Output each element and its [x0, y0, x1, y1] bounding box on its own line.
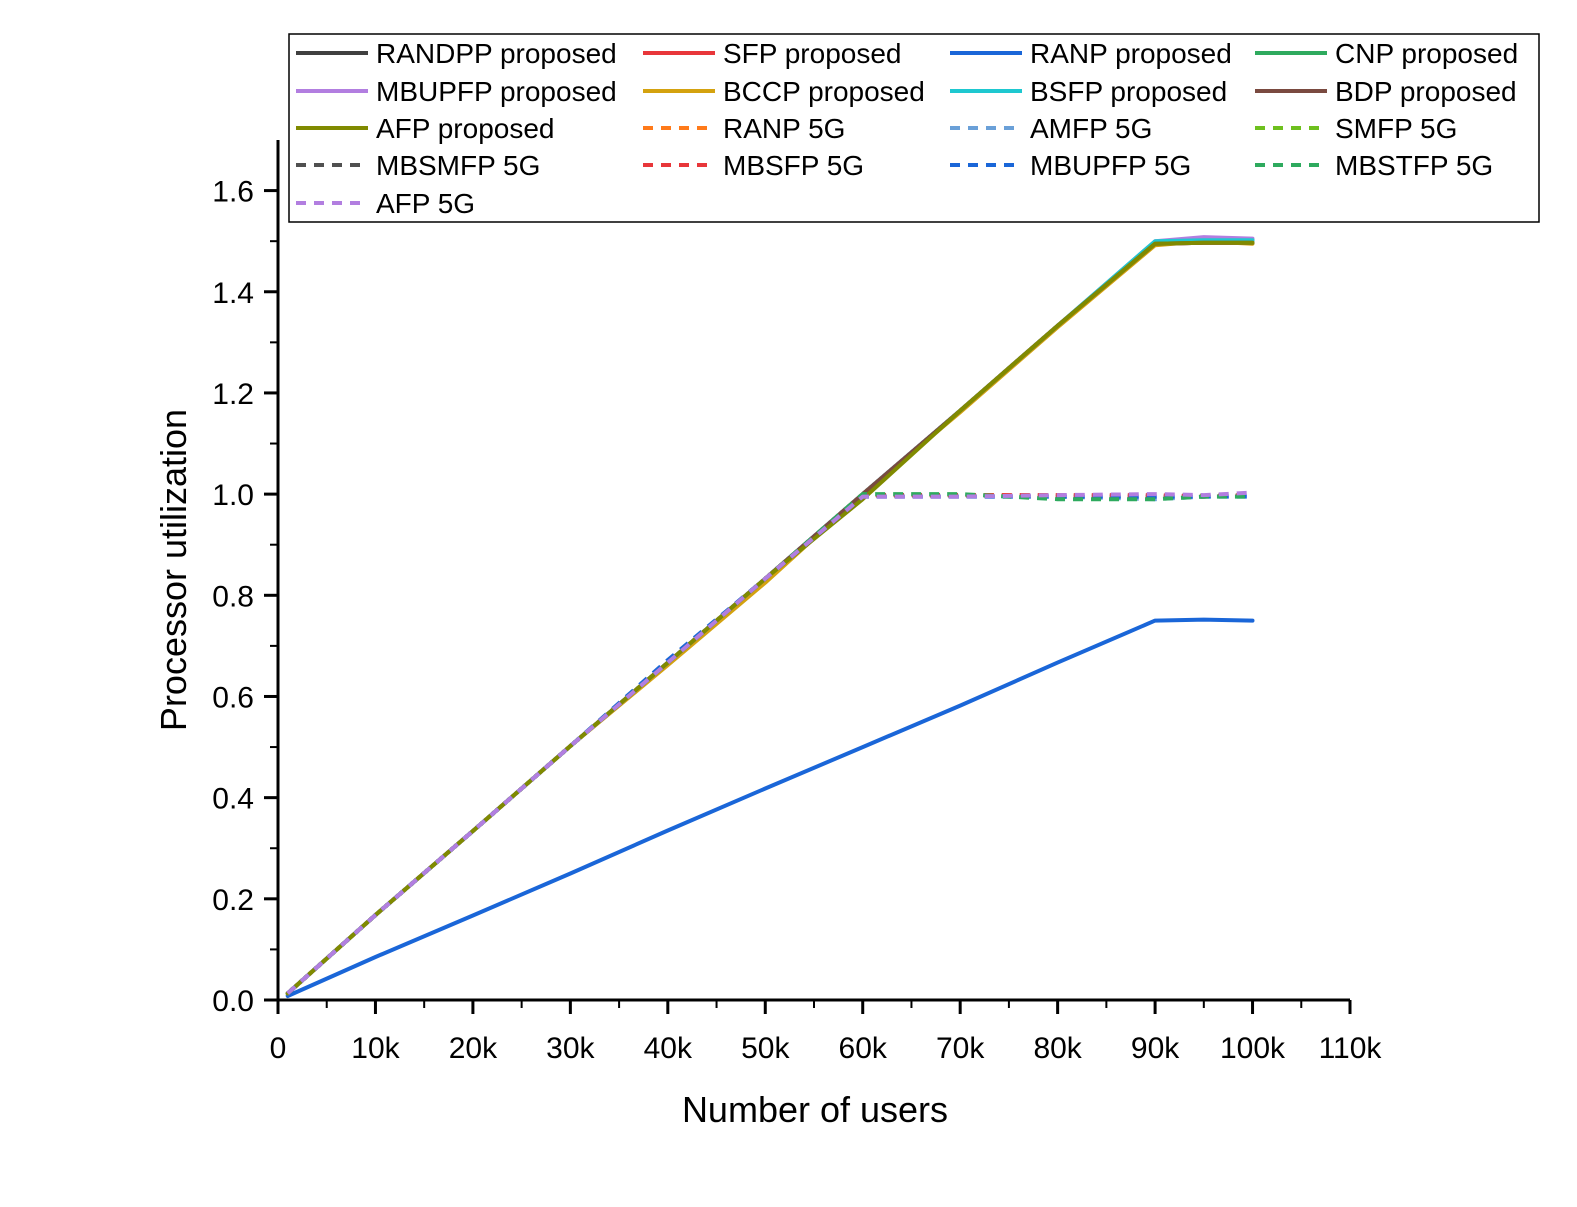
legend-label: AFP proposed: [376, 113, 555, 144]
y-tick-label: 1.6: [212, 176, 254, 209]
x-axis-title: Number of users: [682, 1089, 948, 1130]
legend-label: RANP 5G: [723, 113, 845, 144]
series-line-randpp-proposed: [285, 240, 1255, 996]
series-line-cnp-proposed: [285, 237, 1255, 996]
x-tick-label: 90k: [1131, 1032, 1180, 1065]
y-tick-label: 0.8: [212, 580, 254, 613]
series-line-mbsmfp-5g: [286, 493, 1253, 995]
y-axis-ticks: 0.0 0.2 0.4 0.6 0.8 1.0 1.2 1.4 1.6: [212, 176, 278, 1018]
y-tick-label: 0.4: [212, 783, 254, 816]
legend-label: MBSFP 5G: [723, 150, 864, 181]
legend-label: RANP proposed: [1030, 38, 1232, 69]
series-line-ranp-5g: [286, 493, 1253, 995]
legend-label: SFP proposed: [723, 38, 902, 69]
series-line-mbsfp-5g: [286, 493, 1253, 995]
plot-lines: [285, 235, 1255, 998]
series-line-bsfp-proposed: [285, 238, 1255, 996]
y-axis-title: Processor utilization: [153, 409, 194, 731]
series-line-ranp-proposed: [285, 617, 1255, 998]
y-tick-label: 1.0: [212, 479, 254, 512]
x-tick-label: 50k: [741, 1032, 790, 1065]
legend-box: [288, 33, 1540, 223]
legend-label: CNP proposed: [1335, 38, 1518, 69]
legend-label: BCCP proposed: [723, 76, 925, 107]
y-tick-label: 0.6: [212, 681, 254, 714]
series-line-mbupfp-5g: [286, 494, 1253, 995]
y-tick-label: 1.4: [212, 277, 254, 310]
x-tick-label: 110k: [1319, 1032, 1383, 1065]
series-line-amfp-5g: [286, 493, 1253, 995]
x-tick-label: 80k: [1033, 1032, 1082, 1065]
legend: RANDPP proposed SFP proposed RANP proposed…: [288, 33, 1540, 223]
y-tick-label: 0.0: [212, 985, 254, 1018]
series-line-afp-proposed: [285, 240, 1255, 996]
legend-label: SMFP 5G: [1335, 113, 1457, 144]
legend-label: MBUPFP 5G: [1030, 150, 1191, 181]
series-line-sfp-proposed: [285, 240, 1255, 996]
legend-label: AMFP 5G: [1030, 113, 1152, 144]
series-line-bdp-proposed: [285, 240, 1255, 996]
legend-label: MBSTFP 5G: [1335, 150, 1493, 181]
legend-label: BDP proposed: [1335, 76, 1517, 107]
x-axis-ticks: 0 10k 20k 30k 40k 50k 60k 70k 80k 90k 100k 110k: [270, 1000, 1383, 1065]
x-tick-label: 70k: [936, 1032, 985, 1065]
series-line-afp-5g: [286, 490, 1253, 995]
legend-label: MBUPFP proposed: [376, 76, 617, 107]
legend-label: RANDPP proposed: [376, 38, 617, 69]
x-tick-label: 100k: [1220, 1032, 1286, 1065]
legend-label: BSFP proposed: [1030, 76, 1227, 107]
series-line-mbupfp-proposed: [285, 235, 1255, 996]
y-tick-label: 0.2: [212, 884, 254, 917]
legend-label: AFP 5G: [376, 188, 475, 219]
x-tick-label: 10k: [351, 1032, 400, 1065]
x-tick-label: 30k: [546, 1032, 595, 1065]
x-tick-label: 60k: [839, 1032, 888, 1065]
x-tick-label: 20k: [449, 1032, 498, 1065]
x-tick-label: 40k: [644, 1032, 693, 1065]
series-line-smfp-5g: [286, 493, 1253, 995]
legend-label: MBSMFP 5G: [376, 150, 540, 181]
x-tick-label: 0: [270, 1032, 287, 1065]
axes: [276, 140, 1350, 1002]
series-line-mbstfp-5g: [286, 492, 1253, 995]
series-line-bccp-proposed: [285, 239, 1255, 996]
y-tick-label: 1.2: [212, 378, 254, 411]
